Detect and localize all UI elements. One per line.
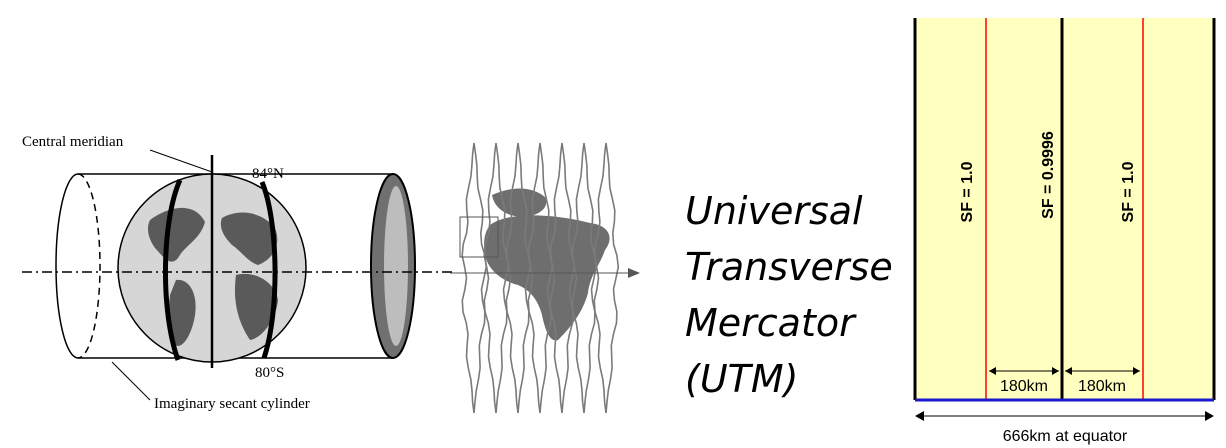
zone-gore xyxy=(527,142,554,414)
utm-gores-diagram xyxy=(450,142,640,414)
center-scale-factor-label: SF = 0.9996 xyxy=(1040,131,1057,219)
africa-landmass xyxy=(484,215,610,341)
utm-zone-diagram: SF = 1.0 SF = 0.9996 SF = 1.0 180km 180k… xyxy=(913,18,1216,445)
secant-cylinder-diagram: Central meridian 84°N 80°S Imaginary sec… xyxy=(22,134,455,412)
left-scale-factor-label: SF = 1.0 xyxy=(959,161,976,222)
zone-gore xyxy=(505,142,532,414)
zone-gore xyxy=(461,142,488,414)
globe-landmass xyxy=(147,207,278,346)
right-secant-line xyxy=(259,181,278,359)
right-scale-factor-label: SF = 1.0 xyxy=(1120,161,1137,222)
zone-gores xyxy=(461,142,620,414)
left-distance-label: 180km xyxy=(1000,378,1048,395)
right-distance-label: 180km xyxy=(1078,378,1126,395)
central-meridian-label: Central meridian xyxy=(22,134,124,150)
title-line-4: (UTM) xyxy=(685,357,799,401)
zone-highlight-box xyxy=(459,216,499,258)
south-limit-label: 80°S xyxy=(255,365,284,381)
north-limit-label: 84°N xyxy=(252,166,284,182)
zone-area xyxy=(915,18,1214,400)
zone-gore xyxy=(549,142,576,414)
title-line-3: Mercator xyxy=(685,301,855,345)
left-secant-line xyxy=(163,178,183,361)
zone-gore xyxy=(571,142,598,414)
zone-gore xyxy=(483,142,510,414)
zone-gore xyxy=(593,142,620,414)
page-title: Universal Transverse Mercator (UTM) xyxy=(685,183,893,407)
cylinder-label: Imaginary secant cylinder xyxy=(154,396,310,412)
title-line-2: Transverse xyxy=(685,245,893,289)
zone-width-label: 666km at equator xyxy=(1003,428,1128,445)
cylinder-left-end xyxy=(55,173,79,359)
title-line-1: Universal xyxy=(685,189,863,233)
